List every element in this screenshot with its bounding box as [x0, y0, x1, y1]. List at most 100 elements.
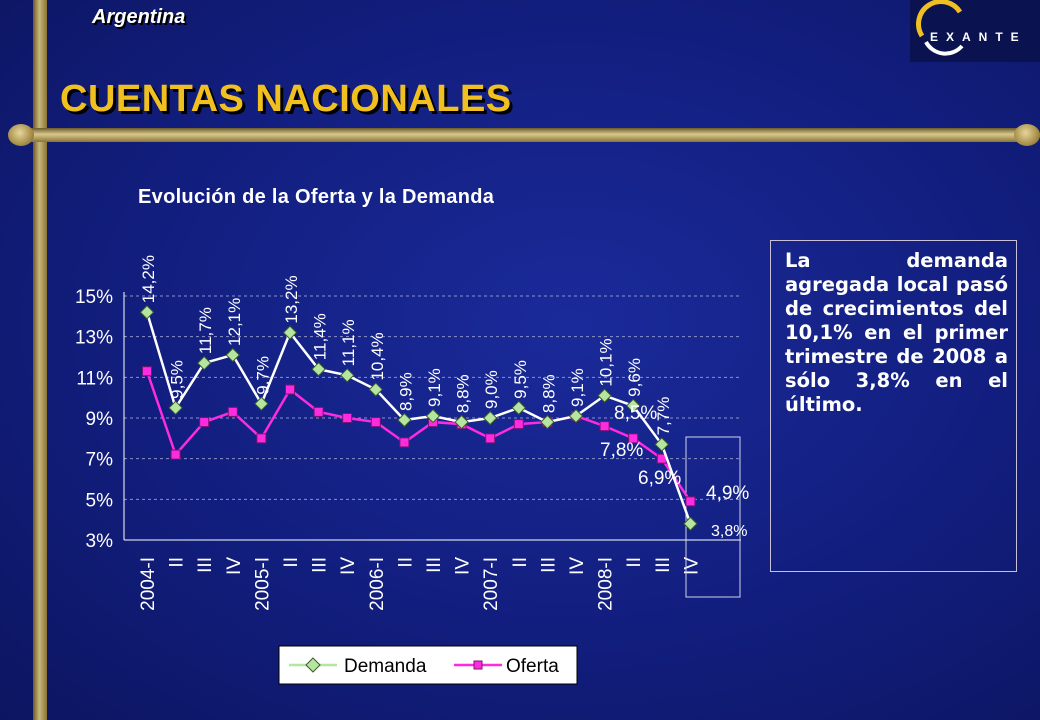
left-gold-rail — [33, 0, 47, 720]
x-tick-label: IV — [681, 557, 702, 575]
y-tick-label: 5% — [86, 490, 114, 511]
x-tick-label: III — [653, 557, 674, 573]
point-demanda — [282, 325, 298, 340]
x-tick-label: IV — [453, 557, 474, 575]
point-demanda — [311, 361, 326, 377]
data-label-oferta: 7,8% — [600, 440, 643, 461]
point-oferta — [142, 366, 152, 377]
series-line-oferta — [145, 370, 692, 503]
rail-knob-left — [8, 124, 34, 146]
point-demanda — [339, 368, 355, 383]
data-label-demanda: 11,7% — [196, 307, 215, 354]
point-demanda — [482, 410, 498, 426]
x-tick-label: II — [281, 557, 302, 568]
point-oferta — [513, 419, 524, 430]
data-label-demanda: 14,2% — [139, 255, 158, 303]
x-tick-label: II — [510, 557, 531, 568]
data-label-demanda: 7,7% — [654, 397, 673, 436]
point-oferta — [599, 421, 610, 432]
point-demanda — [196, 355, 212, 371]
data-label-demanda: 10,1% — [597, 338, 616, 386]
highlight-box — [685, 436, 741, 598]
note-box: La demanda agregada local pasó de crecim… — [770, 240, 1017, 572]
point-demanda — [654, 437, 670, 452]
exante-logo: EXANTE — [910, 0, 1040, 62]
x-tick-label: 2004-I — [138, 557, 159, 611]
point-oferta — [399, 437, 410, 448]
data-label-demanda: 10,4% — [368, 332, 387, 380]
data-label-demanda: 9,6% — [625, 358, 644, 397]
legend-label-oferta: Oferta — [506, 656, 559, 677]
x-tick-label: 2007-I — [481, 557, 502, 611]
point-demanda — [683, 516, 698, 531]
point-demanda — [625, 398, 641, 414]
point-oferta — [199, 417, 210, 428]
point-oferta — [256, 433, 267, 444]
data-label-demanda: 9,5% — [511, 360, 530, 399]
note-text: La demanda agregada local pasó de crecim… — [785, 249, 1008, 416]
data-label-demanda: 11,1% — [339, 319, 358, 366]
data-label-demanda: 8,9% — [396, 372, 415, 411]
logo-wordmark: EXANTE — [930, 30, 1027, 44]
data-label-demanda: 9,0% — [482, 370, 501, 409]
point-demanda — [511, 400, 527, 416]
data-label-demanda: 8,8% — [454, 374, 473, 413]
x-tick-label: III — [310, 557, 331, 573]
data-label-demanda: 3,8% — [711, 523, 747, 540]
data-label-oferta: 6,9% — [638, 468, 681, 489]
point-oferta — [628, 433, 639, 444]
point-demanda — [568, 408, 584, 424]
legend-marker-oferta — [473, 660, 483, 670]
point-demanda — [225, 347, 241, 363]
y-tick-label: 9% — [86, 409, 114, 430]
country-label: Argentina — [92, 6, 186, 28]
point-demanda — [454, 414, 469, 430]
data-label-demanda: 9,7% — [253, 356, 272, 395]
x-tick-label: IV — [567, 557, 588, 575]
point-demanda — [397, 412, 412, 428]
data-label-oferta: 8,5% — [614, 403, 657, 424]
series-line-demanda — [145, 311, 692, 525]
chart-title: Evolución de la Oferta y la Demanda — [138, 186, 495, 208]
x-tick-label: 2005-I — [252, 557, 273, 611]
y-tick-label: 13% — [75, 328, 113, 349]
point-demanda — [254, 396, 269, 411]
y-tick-label: 7% — [86, 450, 114, 471]
point-oferta — [170, 449, 181, 460]
point-demanda — [425, 408, 441, 424]
point-oferta — [685, 496, 696, 507]
point-demanda — [368, 382, 384, 397]
x-tick-label: III — [195, 557, 216, 573]
x-tick-label: III — [538, 557, 559, 573]
x-tick-label: 2006-I — [367, 557, 388, 611]
point-oferta — [342, 413, 353, 423]
data-label-demanda: 9,1% — [425, 368, 444, 407]
data-label-demanda: 8,8% — [539, 374, 558, 413]
point-oferta — [313, 406, 324, 417]
y-tick-label: 3% — [86, 531, 114, 552]
point-oferta — [227, 406, 238, 417]
point-demanda — [168, 400, 183, 416]
point-oferta — [285, 384, 295, 395]
top-gold-rail — [20, 128, 1040, 142]
data-label-demanda: 13,2% — [282, 275, 301, 323]
point-oferta — [370, 417, 381, 428]
x-tick-label: IV — [338, 557, 359, 575]
x-tick-label: II — [395, 557, 416, 568]
data-label-demanda: 9,5% — [168, 360, 187, 399]
x-tick-label: 2008-I — [596, 557, 617, 611]
point-demanda — [540, 414, 555, 430]
x-tick-label: II — [624, 557, 645, 568]
data-label-demanda: 12,1% — [225, 298, 244, 346]
data-label-oferta: 4,9% — [706, 483, 749, 504]
rail-knob-right — [1014, 124, 1040, 146]
legend-label-demanda: Demanda — [344, 656, 427, 677]
x-tick-label: IV — [224, 557, 245, 575]
point-demanda — [597, 388, 612, 403]
legend-marker-demanda — [305, 657, 321, 673]
y-tick-label: 11% — [76, 368, 113, 389]
legend-box — [278, 645, 578, 685]
point-demanda — [139, 305, 155, 320]
page-title: CUENTAS NACIONALES — [60, 78, 512, 120]
